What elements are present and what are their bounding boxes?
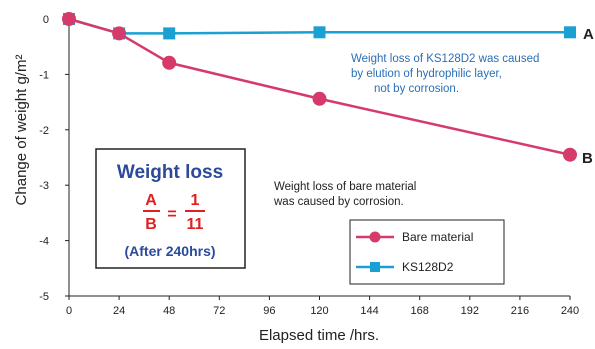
x-tick-label: 48 [163,305,175,317]
data-point-bare-material [312,91,327,106]
ks-note-line-3: not by corrosion. [374,83,459,95]
x-tick-label: 144 [360,305,378,317]
ratio-numerator-left: A [145,192,157,209]
y-tick-label: -3 [39,180,49,192]
x-tick-label: 120 [310,305,328,317]
legend-marker-ks [370,262,380,272]
y-tick-label: -5 [39,291,49,303]
data-point-bare-material [112,26,127,41]
series-layer [62,12,577,162]
y-tick-label: -1 [39,69,49,81]
x-tick-label: 168 [411,305,429,317]
legend-marker-bare [369,231,381,243]
x-tick-label: 240 [561,305,579,317]
legend: Bare material KS128D2 [349,219,505,285]
bare-note: Weight loss of bare material was caused … [273,181,416,208]
y-tick-label: -4 [39,236,49,248]
y-tick-label: -2 [39,125,49,137]
data-point-bare-material [162,55,177,70]
x-tick-label: 216 [511,305,529,317]
series-line-bare-material [68,17,571,156]
bare-note-line-1: Weight loss of bare material [274,181,416,193]
ks-note-line-1: Weight loss of KS128D2 was caused [351,53,539,65]
y-axis-title: Change of weight g/m² [13,55,30,206]
axis-ticks: 0 24 48 72 96 120 144 168 192 216 240 0 -1 -2 -3 -4 -5 [39,14,579,317]
weight-loss-box-frame [95,148,246,269]
data-point-bare-material [563,147,577,162]
bare-note-line-2: was caused by corrosion. [273,196,404,208]
weight-loss-box: Weight loss A B = 1 11 (After 240hrs) [95,148,246,269]
x-tick-label: 24 [113,305,125,317]
legend-frame [349,219,505,285]
legend-label-ks: KS128D2 [402,260,454,274]
x-tick-label: 0 [66,305,72,317]
ratio-equals: = [167,206,176,223]
x-tick-label: 72 [213,305,225,317]
ratio-denominator-right: 11 [187,216,204,233]
legend-label-bare: Bare material [402,230,473,244]
x-axis-title: Elapsed time /hrs. [259,327,379,344]
weight-loss-subtitle: (After 240hrs) [124,243,215,259]
end-label-b: B [582,150,593,167]
data-point-ks128d2 [313,26,326,39]
data-point-ks128d2 [163,27,176,40]
ratio-numerator-right: 1 [191,192,200,209]
x-tick-label: 192 [461,305,479,317]
data-point-bare-material [62,12,76,26]
y-tick-label: 0 [43,14,49,26]
weight-loss-title: Weight loss [117,162,223,183]
ratio-denominator-left: B [145,216,157,233]
ks-note: Weight loss of KS128D2 was caused by elu… [351,53,539,95]
end-label-a: A [583,26,594,43]
x-tick-label: 96 [263,305,275,317]
data-point-ks128d2 [564,26,576,39]
ks-note-line-2: by elution of hydrophilic layer, [351,68,502,80]
